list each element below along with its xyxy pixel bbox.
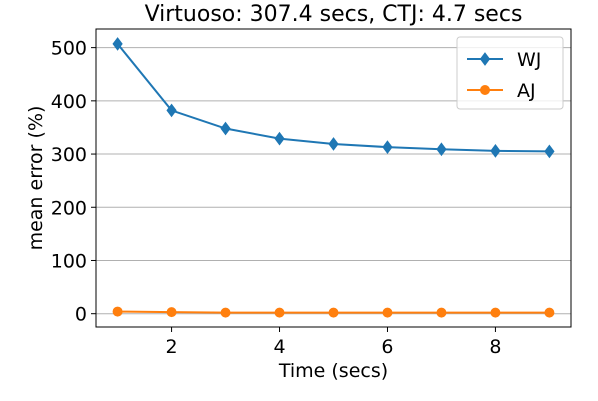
series-layer	[112, 37, 555, 318]
series-wj	[112, 37, 555, 159]
legend-marker	[479, 52, 491, 66]
axis-ticks: 0 100 200 300 400 500 2 4 6 8	[51, 38, 502, 358]
legend: WJ AJ	[456, 36, 564, 110]
data-point-aj	[490, 307, 501, 318]
y-tick-label: 100	[51, 250, 87, 272]
data-point-wj	[166, 103, 177, 118]
data-point-wj	[382, 140, 393, 154]
data-point-aj	[436, 307, 447, 318]
data-point-wj	[328, 137, 339, 151]
y-tick-label: 200	[51, 197, 87, 219]
y-tick-label: 300	[51, 144, 87, 166]
legend-marker	[480, 85, 490, 95]
legend-item-aj: AJ	[467, 80, 536, 102]
x-axis-title: Time (secs)	[278, 360, 388, 382]
series-aj	[112, 306, 555, 318]
data-point-aj	[328, 307, 339, 318]
data-point-wj	[274, 131, 285, 146]
x-tick-label: 2	[166, 336, 178, 358]
x-tick-label: 6	[381, 336, 393, 358]
legend-item-wj: WJ	[467, 49, 541, 71]
legend-label: WJ	[517, 49, 541, 71]
data-point-aj	[544, 307, 555, 318]
data-point-aj	[274, 307, 285, 318]
chart-title: Virtuoso: 307.4 secs, CTJ: 4.7 secs	[145, 2, 523, 27]
data-point-wj	[220, 121, 231, 136]
data-point-wj	[436, 142, 447, 157]
y-axis-title: mean error (%)	[25, 106, 47, 251]
x-tick-label: 4	[273, 336, 285, 358]
data-point-wj	[490, 144, 501, 158]
legend-box	[456, 36, 564, 110]
data-point-aj	[382, 307, 393, 318]
data-point-aj	[112, 306, 123, 317]
data-point-wj	[544, 144, 555, 159]
x-tick-label: 8	[489, 336, 501, 358]
data-point-aj	[220, 307, 231, 318]
y-tick-label: 400	[51, 91, 87, 113]
plot-frame	[95, 28, 572, 328]
data-point-aj	[166, 307, 177, 318]
y-tick-label: 0	[75, 304, 87, 326]
legend-label: AJ	[517, 80, 536, 102]
y-tick-label: 500	[51, 38, 87, 60]
data-point-wj	[112, 37, 123, 51]
